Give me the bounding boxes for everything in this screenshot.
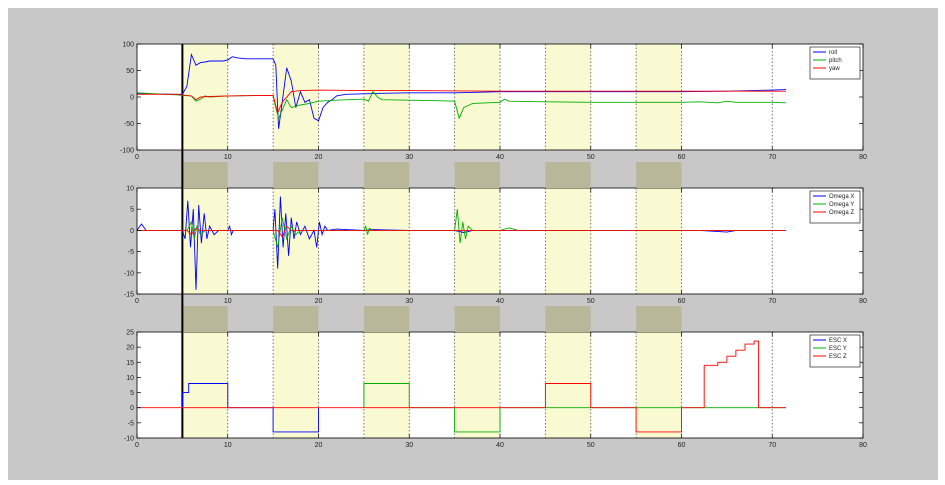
axes-1-x-tick-label: 0: [135, 154, 139, 161]
axes-3-y-tick-label: -10: [124, 436, 134, 443]
axes-3-highlight-band: [182, 332, 228, 438]
inter-axes-band-shadow: [273, 306, 319, 332]
axes-2-y-tick-label: -10: [124, 270, 134, 277]
axes-1-x-tick-label: 70: [768, 154, 776, 161]
axes-2-y-tick-label: 0: [130, 228, 134, 235]
axes-2-x-tick-label: 50: [587, 298, 595, 305]
axes-2-highlight-band: [182, 188, 228, 294]
inter-axes-band-shadow: [636, 306, 682, 332]
axes-1-x-tick-label: 80: [859, 154, 867, 161]
axes-1-series-roll: [136, 52, 786, 129]
axes-1-x-tick-label: 10: [224, 154, 232, 161]
axes-2-x-tick-label: 40: [496, 298, 504, 305]
axes-3-x-tick-label: 60: [678, 442, 686, 449]
axes-3-x-tick-label: 0: [135, 442, 139, 449]
axes-1-x-tick-label: 50: [587, 154, 595, 161]
axes-2-x-tick-label: 0: [135, 298, 139, 305]
axes-2-x-tick-label: 20: [315, 298, 323, 305]
axes-2-x-tick-label: 70: [768, 298, 776, 305]
axes-1-series-pitch: [136, 90, 786, 120]
axes-2-x-tick-label: 10: [224, 298, 232, 305]
axes-3-highlight-band: [363, 332, 410, 438]
axes-1-highlight-band: [273, 44, 319, 150]
axes-3-highlight-band: [636, 332, 682, 438]
inter-axes-band-shadow: [182, 306, 228, 332]
axes-3-y-tick-label: 25: [126, 330, 134, 337]
inter-axes-band-shadow: [273, 162, 319, 188]
axes-3-y-tick-label: -5: [128, 420, 134, 427]
figure-canvas: 0 10 20 30 40 50 60 70 80-100-50050100rollpitchy…: [120, 42, 867, 450]
axes-2-x-tick-label: 60: [678, 298, 686, 305]
inter-axes-band-shadow: [454, 162, 500, 188]
axes-3-y-tick-label: 20: [126, 345, 134, 352]
axes-1-series-yaw: [137, 89, 786, 115]
axes-1-y-tick-label: 100: [122, 42, 134, 49]
inter-axes-band-shadow: [363, 162, 410, 188]
inter-axes-band-shadow: [182, 162, 228, 188]
axes-1-highlight-band: [363, 44, 410, 150]
axes-2-legend-label: Omega X: [829, 194, 854, 200]
axes-3-x-tick-label: 70: [768, 442, 776, 449]
axes-1-y-tick-label: -100: [120, 148, 134, 155]
inter-axes-band-shadow: [545, 306, 591, 332]
axes-2-highlight-band: [363, 188, 410, 294]
axes-2-highlight-band: [636, 188, 682, 294]
axes-3-legend-label: ESC Z: [829, 354, 847, 360]
axes-3-legend-label: ESC X: [829, 338, 847, 344]
axes-1-highlight-band: [454, 44, 500, 150]
inter-axes-band-shadow: [545, 162, 591, 188]
axes-3-highlight-band: [454, 332, 500, 438]
axes-1-legend-label: roll: [829, 50, 837, 56]
axes-1-x-tick-label: 40: [496, 154, 504, 161]
inter-axes-band-shadow: [363, 306, 410, 332]
axes-1-legend-label: yaw: [829, 66, 840, 72]
axes-3-y-tick-label: 15: [126, 360, 134, 367]
axes-1-y-tick-label: 0: [130, 95, 134, 102]
axes-3-y-tick-label: 0: [130, 405, 134, 412]
axes-3-x-tick-label: 50: [587, 442, 595, 449]
inter-axes-band-shadow: [636, 162, 682, 188]
axes-3-series-esc-x: [181, 383, 319, 433]
axes-1-x-tick-label: 60: [678, 154, 686, 161]
axes-3-y-tick-label: 5: [130, 390, 134, 397]
axes-1-highlight-band: [545, 44, 591, 150]
axes-3-x-tick-label: 20: [315, 442, 323, 449]
axes-2-series-omega-z: [137, 225, 786, 238]
axes-2-x-tick-label: 30: [405, 298, 413, 305]
axes-3-highlight-band: [273, 332, 319, 438]
figure-background: 0 10 20 30 40 50 60 70 80 -100 -50 0 50 100 roll pitch y…: [8, 8, 938, 480]
inter-axes-band-shadow: [454, 306, 500, 332]
axes-1-y-tick-label: 50: [126, 68, 134, 75]
axes-2-y-tick-label: 10: [126, 186, 134, 193]
axes-3-x-tick-label: 30: [405, 442, 413, 449]
axes-2-legend-label: Omega Z: [829, 210, 854, 216]
axes-3-highlight-band: [545, 332, 591, 438]
axes-3-x-tick-label: 80: [859, 442, 867, 449]
axes-3-y-tick-label: 10: [126, 375, 134, 382]
axes-2-y-tick-label: 5: [130, 207, 134, 214]
axes-1-legend-label: pitch: [829, 58, 842, 64]
axes-2-y-tick-label: -5: [128, 249, 134, 256]
axes-2-highlight-band: [545, 188, 591, 294]
axes-2-y-tick-label: -15: [124, 292, 134, 299]
axes-3-legend-label: ESC Y: [829, 346, 847, 352]
axes-2-highlight-band: [454, 188, 500, 294]
axes-3-x-tick-label: 40: [496, 442, 504, 449]
axes-1-y-tick-label: -50: [124, 121, 134, 128]
axes-1-highlight-band: [636, 44, 682, 150]
axes-1-x-tick-label: 20: [315, 154, 323, 161]
axes-2-x-tick-label: 80: [859, 298, 867, 305]
axes-3-x-tick-label: 10: [224, 442, 232, 449]
axes-3-series-esc-z: [137, 340, 786, 433]
axes-2-legend-label: Omega Y: [829, 202, 854, 208]
axes-1-x-tick-label: 30: [405, 154, 413, 161]
